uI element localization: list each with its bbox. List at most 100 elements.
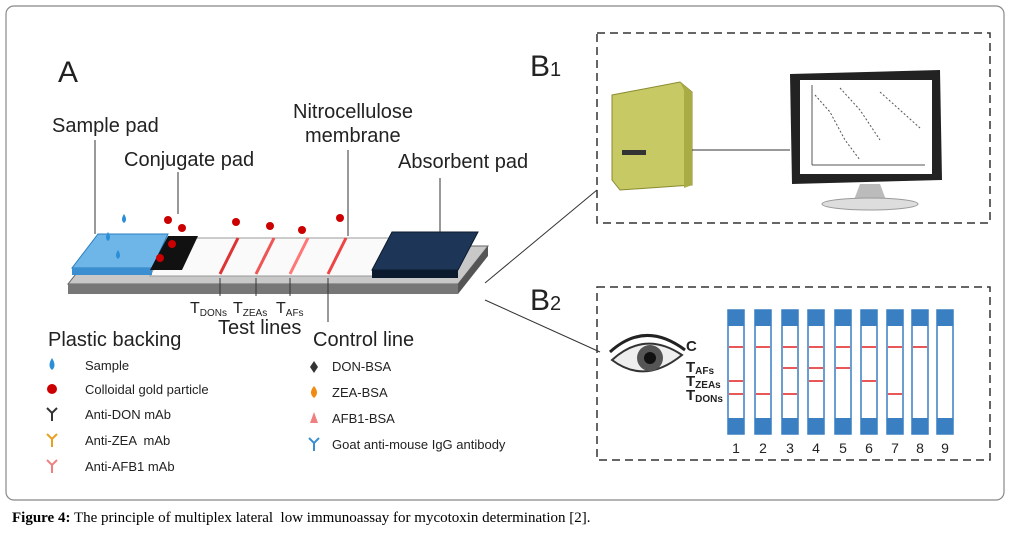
strip <box>911 309 929 435</box>
conjugate-pad-label: Conjugate pad <box>124 149 254 171</box>
icon-igg <box>308 437 320 451</box>
strip <box>727 309 745 435</box>
membrane-label: membrane <box>305 125 401 147</box>
icon-gold <box>47 384 57 394</box>
strip-end <box>835 418 851 434</box>
legend-label: ZEA-BSA <box>332 385 388 400</box>
panel-label: A <box>58 56 78 89</box>
panel-label: B2 <box>530 284 561 317</box>
strip <box>860 309 878 435</box>
label-main: T <box>276 300 286 317</box>
strip-end <box>782 310 798 326</box>
strip-end <box>937 310 953 326</box>
icon-don <box>310 361 318 373</box>
label-main: T <box>686 373 695 390</box>
strip-end <box>937 418 953 434</box>
label-sub: ZEAs <box>695 380 721 391</box>
caption-label: Figure 4: <box>12 510 70 526</box>
panel-b2-frame <box>596 286 991 461</box>
test-line-label: TZEAs <box>233 300 267 319</box>
legend-label: Anti-ZEA mAb <box>85 433 170 448</box>
icon-ab <box>46 459 58 473</box>
strip-number: 4 <box>812 440 820 456</box>
eye <box>608 334 686 373</box>
label-main: T <box>686 359 695 376</box>
strip-end <box>728 418 744 434</box>
label-sub: AFs <box>695 366 714 377</box>
test-strip <box>66 140 490 322</box>
legend-label: DON-BSA <box>332 359 392 374</box>
panel-b1-frame <box>596 32 991 224</box>
absorbent-pad-label: Absorbent pad <box>398 151 528 173</box>
strip-end <box>728 310 744 326</box>
line-label: TAFs <box>686 359 715 377</box>
reader-device <box>611 81 790 191</box>
label-main: T <box>190 300 200 317</box>
strip-number: 9 <box>941 440 949 456</box>
test-line-label: TAFs <box>276 300 304 319</box>
strip-end <box>887 418 903 434</box>
legend-label: Colloidal gold particle <box>85 382 209 397</box>
strip-end <box>912 418 928 434</box>
strip-end <box>808 418 824 434</box>
icon-drop <box>49 358 55 370</box>
strip-end <box>808 310 824 326</box>
strip-number: 2 <box>759 440 767 456</box>
strip-number: 6 <box>865 440 873 456</box>
legend-label: AFB1-BSA <box>332 411 395 426</box>
strip-end <box>861 310 877 326</box>
legend-label: Anti-DON mAb <box>85 407 171 422</box>
strip-end <box>782 418 798 434</box>
sample-pad-label: Sample pad <box>52 115 159 137</box>
strip-end <box>755 310 771 326</box>
label-sub: DONs <box>200 308 227 319</box>
legend-label: Goat anti-mouse IgG antibody <box>332 437 506 452</box>
icon-ab <box>46 407 58 421</box>
connector <box>484 189 598 284</box>
strip-number: 7 <box>891 440 899 456</box>
panel-label: B1 <box>530 50 561 83</box>
label-sub: DONs <box>695 394 723 405</box>
strip <box>834 309 852 435</box>
plastic-backing-label: Plastic backing <box>48 329 181 351</box>
computer-monitor <box>790 70 942 211</box>
control-line-label: Control line <box>313 329 414 351</box>
strip <box>781 309 799 435</box>
legend-label: Anti-AFB1 mAb <box>85 459 175 474</box>
panel-label-main: B <box>530 50 550 83</box>
line-label: TDONs <box>686 387 723 405</box>
strip <box>936 309 954 435</box>
panel-label-sub: 2 <box>550 293 561 315</box>
strip <box>886 309 904 435</box>
label-sub: ZEAs <box>243 308 267 319</box>
label-main: C <box>686 338 697 355</box>
strip-end <box>835 310 851 326</box>
caption: Figure 4: The principle of multiplex lat… <box>12 510 590 526</box>
label-main: T <box>686 387 695 404</box>
legend-label: Sample <box>85 358 129 373</box>
strip-number: 1 <box>732 440 740 456</box>
caption-text: The principle of multiplex lateral low i… <box>70 510 590 526</box>
connector <box>484 299 601 353</box>
membrane-label: Nitrocellulose <box>293 101 413 123</box>
line-label: TZEAs <box>686 373 721 391</box>
strip-end <box>861 418 877 434</box>
line-label: C <box>686 338 697 355</box>
strip-end <box>755 418 771 434</box>
strip-number: 5 <box>839 440 847 456</box>
test-line-label: TDONs <box>190 300 227 319</box>
strip-end <box>887 310 903 326</box>
label-sub: AFs <box>286 308 304 319</box>
strip-number: 8 <box>916 440 924 456</box>
icon-ab <box>46 433 58 447</box>
icon-afb1 <box>310 412 318 423</box>
panel-label-main: B <box>530 284 550 317</box>
test-lines-label: Test lines <box>218 317 301 339</box>
strip-number: 3 <box>786 440 794 456</box>
strip <box>754 309 772 435</box>
panel-label-sub: 1 <box>550 59 561 81</box>
figure-frame <box>5 5 1005 501</box>
strip-end <box>912 310 928 326</box>
icon-zea <box>311 386 317 398</box>
